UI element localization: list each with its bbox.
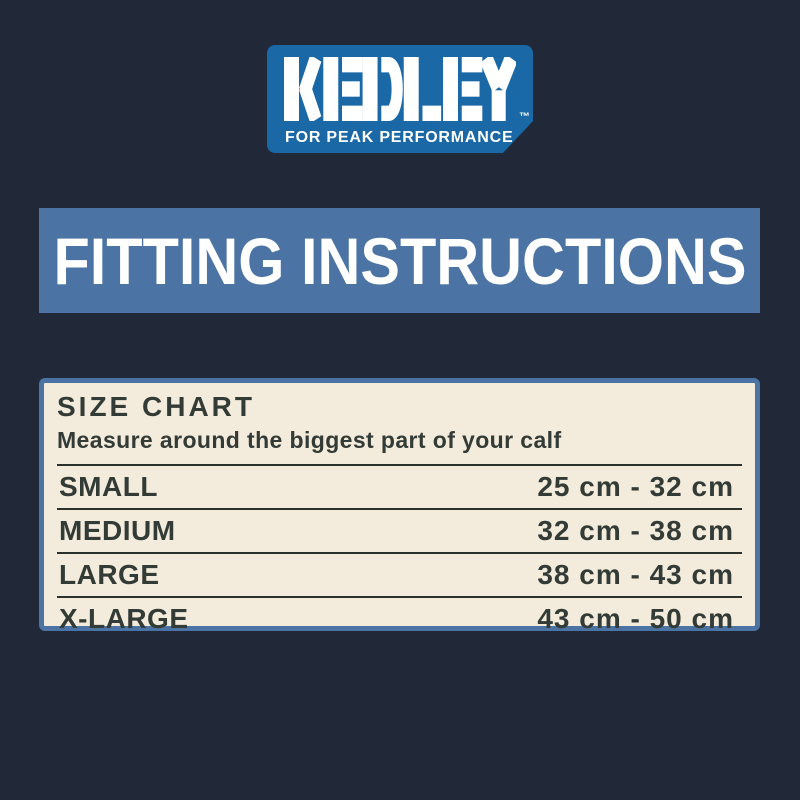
- kedley-logo-box: KEDLEY: [267, 45, 533, 153]
- table-row: SMALL 25 cm - 32 cm: [57, 463, 742, 508]
- kedley-wordmark: KEDLEY: [284, 57, 516, 121]
- size-label: X-LARGE: [59, 602, 189, 634]
- size-chart-subtitle: Measure around the biggest part of your …: [57, 427, 562, 453]
- size-chart-title: SIZE CHART: [57, 391, 255, 422]
- fitting-instructions-banner: FITTING INSTRUCTIONS: [39, 208, 760, 313]
- table-row: LARGE 38 cm - 43 cm: [57, 551, 742, 596]
- kedley-logo-graphic: [284, 57, 516, 121]
- size-range: 38 cm - 43 cm: [537, 558, 734, 590]
- size-chart-panel: SIZE CHART Measure around the biggest pa…: [39, 378, 760, 634]
- size-range: 43 cm - 50 cm: [537, 602, 734, 634]
- table-row: MEDIUM 32 cm - 38 cm: [57, 507, 742, 552]
- size-label: SMALL: [59, 470, 158, 502]
- size-range: 32 cm - 38 cm: [537, 514, 734, 546]
- banner-title: FITTING INSTRUCTIONS: [53, 223, 746, 298]
- trademark-symbol: ™: [519, 111, 530, 123]
- size-label: MEDIUM: [59, 514, 176, 546]
- table-row: X-LARGE 43 cm - 50 cm: [57, 595, 742, 640]
- size-label: LARGE: [59, 558, 160, 590]
- logo-tagline: FOR PEAK PERFORMANCE: [285, 129, 514, 146]
- size-chart-table: SMALL 25 cm - 32 cm MEDIUM 32 cm - 38 cm…: [57, 463, 742, 640]
- size-range: 25 cm - 32 cm: [537, 470, 734, 502]
